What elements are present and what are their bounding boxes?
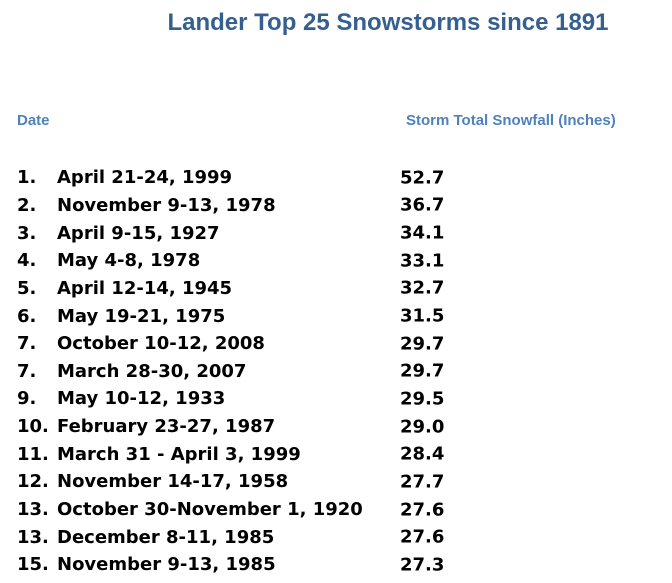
row-snowfall-value: 29.0 [400,416,445,438]
row-snowfall-value: 32.7 [400,277,445,299]
row-rank: 13. [17,499,49,520]
row-snowfall-value: 27.3 [400,554,445,576]
column-header-snowfall: Storm Total Snowfall (Inches) [406,112,616,129]
column-header-date: Date [17,112,50,129]
row-rank: 6. [17,305,37,327]
row-rank: 2. [17,194,37,216]
row-rank: 1. [17,167,37,189]
table-row: 4. May 4-8, 1978 33.1 [0,247,672,275]
table-row: 9. May 10-12, 1933 29.5 [0,385,672,413]
table-row: 7. October 10-12, 2008 29.7 [0,330,672,358]
row-date: May 19-21, 1975 [57,305,226,327]
row-date: May 4-8, 1978 [57,250,201,272]
row-rank: 3. [17,222,37,244]
row-date: October 30-November 1, 1920 [57,499,363,520]
row-rank: 9. [17,388,37,410]
row-snowfall-value: 31.5 [400,305,445,327]
row-snowfall-value: 27.6 [400,526,445,548]
row-date: October 10-12, 2008 [57,333,265,355]
row-rank: 7. [17,333,37,355]
row-date: March 28-30, 2007 [57,360,247,382]
row-date: November 9-13, 1985 [57,554,276,576]
table-row: 10. February 23-27, 1987 29.0 [0,413,672,441]
table-row: 15. November 9-13, 1985 27.3 [0,551,672,579]
row-snowfall-value: 34.1 [400,222,445,244]
row-rank: 5. [17,277,37,299]
row-rank: 15. [17,554,49,576]
row-snowfall-value: 28.4 [400,443,445,465]
row-rank: 11. [17,443,49,465]
table-row: 2. November 9-13, 1978 36.7 [0,192,672,220]
row-date: April 21-24, 1999 [57,167,233,189]
row-snowfall-value: 29.7 [400,360,445,382]
row-snowfall-value: 33.1 [400,250,445,272]
row-date: March 31 - April 3, 1999 [57,443,301,465]
row-snowfall-value: 29.5 [400,388,445,410]
row-date: December 8-11, 1985 [57,526,275,548]
table-row: 11. March 31 - April 3, 1999 28.4 [0,440,672,468]
row-rank: 7. [17,360,37,382]
row-snowfall-value: 27.7 [400,471,445,493]
column-headers: Date Storm Total Snowfall (Inches) [0,110,672,132]
row-date: May 10-12, 1933 [57,388,226,410]
snowstorm-table: 1. April 21-24, 1999 52.7 2. November 9-… [0,164,672,579]
row-date: February 23-27, 1987 [57,416,276,438]
row-date: November 14-17, 1958 [57,471,289,493]
row-rank: 4. [17,250,37,272]
row-snowfall-value: 29.7 [400,333,445,355]
row-date: November 9-13, 1978 [57,194,276,216]
table-row: 6. May 19-21, 1975 31.5 [0,302,672,330]
row-rank: 13. [17,526,49,548]
row-snowfall-value: 36.7 [400,194,445,216]
table-row: 13. December 8-11, 1985 27.6 [0,523,672,551]
table-row: 7. March 28-30, 2007 29.7 [0,357,672,385]
table-row: 12. November 14-17, 1958 27.7 [0,468,672,496]
table-row: 1. April 21-24, 1999 52.7 [0,164,672,192]
table-row: 3. April 9-15, 1927 34.1 [0,219,672,247]
row-date: April 12-14, 1945 [57,277,233,299]
row-rank: 10. [17,416,49,438]
row-date: April 9-15, 1927 [57,222,220,244]
table-row: 13. October 30-November 1, 1920 27.6 [0,496,672,524]
table-row: 5. April 12-14, 1945 32.7 [0,275,672,303]
page-title: Lander Top 25 Snowstorms since 1891 [167,9,609,36]
row-snowfall-value: 27.6 [400,499,445,520]
row-rank: 12. [17,471,49,493]
row-snowfall-value: 52.7 [400,167,445,189]
